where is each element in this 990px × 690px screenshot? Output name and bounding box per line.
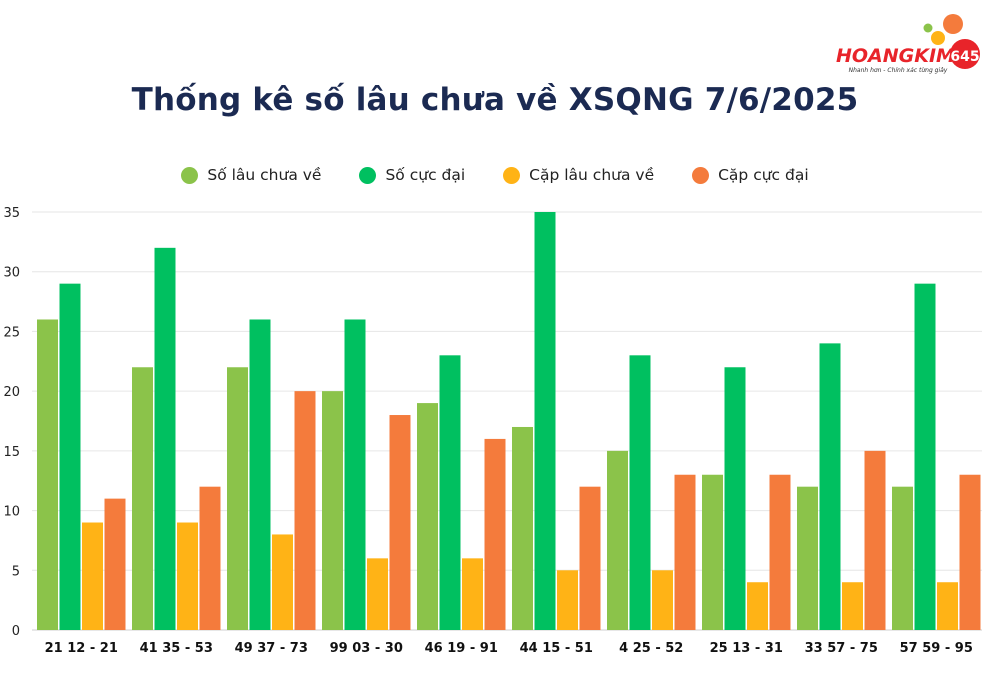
hoangkim-logo: HOANGKIM 645 Nhanh hơn - Chính xác từng …: [836, 14, 980, 74]
bar: [227, 367, 248, 630]
y-tick-label: 20: [3, 385, 20, 400]
bar: [82, 522, 103, 630]
bar: [819, 343, 841, 630]
legend-label: Cặp lâu chưa về: [529, 166, 655, 184]
bar: [557, 570, 578, 630]
bar: [104, 498, 126, 630]
legend-item: Cặp cực đại: [692, 166, 809, 184]
bar: [842, 582, 863, 630]
bar: [579, 486, 601, 630]
y-tick-label: 25: [3, 325, 20, 340]
bar: [249, 319, 271, 630]
bar: [344, 319, 366, 630]
y-tick-label: 35: [3, 206, 20, 221]
legend-label: Cặp cực đại: [718, 166, 809, 184]
logo-badge: 645: [950, 49, 979, 65]
y-tick-label: 30: [3, 266, 20, 281]
x-tick-label: 41 35 - 53: [140, 641, 213, 656]
bar: [959, 474, 981, 630]
bar: [389, 415, 411, 630]
y-tick-label: 10: [3, 505, 20, 520]
legend-item: Số lâu chưa về: [181, 166, 321, 184]
bar: [512, 426, 533, 630]
logo-tagline: Nhanh hơn - Chính xác từng giây: [849, 67, 948, 74]
bar: [59, 283, 81, 630]
bar: [439, 355, 461, 630]
legend-item: Cặp lâu chưa về: [503, 166, 654, 184]
legend-swatch: [181, 166, 199, 184]
x-tick-label: 25 13 - 31: [710, 641, 783, 656]
bar: [892, 486, 913, 630]
legend-swatch: [692, 166, 710, 184]
bar: [797, 486, 818, 630]
x-tick-label: 57 59 - 95: [900, 641, 973, 656]
chart-title: Thống kê số lâu chưa về XSQNG 7/6/2025: [131, 82, 859, 118]
legend-swatch: [359, 166, 377, 184]
bar: [272, 534, 293, 630]
legend-swatch: [503, 166, 521, 184]
bar: [132, 367, 153, 630]
x-tick-label: 99 03 - 30: [330, 641, 403, 656]
legend-label: Số lâu chưa về: [207, 166, 322, 184]
bar: [769, 474, 791, 630]
x-tick-label: 4 25 - 52: [619, 641, 683, 656]
x-tick-label: 46 19 - 91: [425, 641, 498, 656]
bar: [629, 355, 651, 630]
x-tick-label: 21 12 - 21: [45, 641, 118, 656]
y-tick-label: 15: [3, 445, 20, 460]
bar: [417, 403, 438, 630]
bar: [367, 558, 388, 630]
bar: [914, 283, 936, 630]
bar: [154, 247, 176, 631]
bar: [462, 558, 483, 630]
x-tick-label: 49 37 - 73: [235, 641, 308, 656]
bar: [674, 474, 696, 630]
bar: [937, 582, 958, 630]
bar: [724, 367, 746, 630]
bar: [484, 438, 506, 630]
chart-legend: Số lâu chưa về Số cực đại Cặp lâu chưa về C…: [0, 166, 990, 184]
y-tick-label: 0: [12, 624, 20, 639]
bar: [294, 391, 316, 630]
bar: [747, 582, 768, 630]
legend-item: Số cực đại: [359, 166, 465, 184]
x-tick-label: 33 57 - 75: [805, 641, 878, 656]
bar: [864, 450, 886, 630]
bar: [607, 450, 628, 630]
bar: [199, 486, 221, 630]
bar: [652, 570, 673, 630]
x-tick-label: 44 15 - 51: [520, 641, 593, 656]
legend-label: Số cực đại: [385, 166, 466, 184]
bar: [177, 522, 198, 630]
bar: [702, 474, 723, 630]
logo-brand: HOANGKIM: [836, 45, 955, 67]
bar: [37, 319, 58, 630]
y-tick-label: 5: [12, 564, 20, 579]
bar: [322, 391, 343, 630]
bar: [534, 212, 556, 630]
